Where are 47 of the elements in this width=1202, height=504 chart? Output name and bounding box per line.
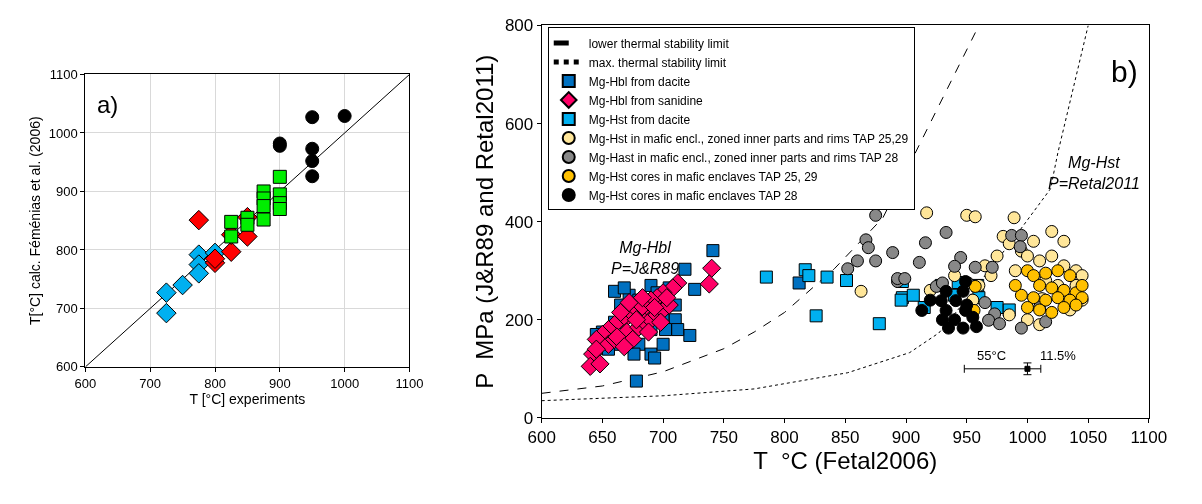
y-axis-title: P MPa (J&R89 and Retal2011) [470,54,498,389]
annotation: b) [1111,55,1138,88]
x-tick-label: 900 [891,428,921,448]
y-tick-label: 400 [504,212,534,232]
legend-label: Mg-Hbl from sanidine [588,93,704,108]
y-tick-label: 700 [56,300,78,316]
x-axis-title: T °C (Fetal2006) [753,447,938,475]
x-tick-label: 800 [204,375,226,391]
x-tick-label: 950 [952,428,981,448]
x-tick-label: 1100 [1130,428,1168,448]
legend-label: Mg-Hast in mafic encl., zoned inner parts and rims TAP 28 [588,150,899,165]
x-axis-title: T [°C] experiments [189,390,306,407]
x-tick-label: 600 [74,375,97,391]
legend-label: Mg-Hst from dacite [588,112,691,127]
y-tick-label: 1000 [48,125,78,141]
x-tick-label: 600 [527,428,556,448]
x-tick-label: 700 [648,428,678,448]
x-tick-label: 800 [770,428,799,448]
y-tick-label: 800 [504,16,534,36]
y-axis-title: T[°C] calc. Féménias et al. (2006) [27,116,44,326]
legend-label: Mg-Hst cores in mafic enclaves TAP 28 [588,188,798,203]
x-tick-label: 1000 [330,375,360,391]
y-tick-label: 600 [504,114,534,134]
annotation: Mg-Hst P=Retal2011 [1048,154,1140,192]
x-tick-label: 1000 [1008,428,1047,448]
y-tick-label: 800 [56,242,78,258]
x-tick-label: 850 [831,428,860,448]
y-tick-label: 200 [504,310,534,330]
legend-label: Mg-Hbl from dacite [588,74,691,89]
annotation: 55°C [977,348,1007,363]
x-tick-label: 1050 [1069,428,1108,448]
annotation: 11.5% [1040,348,1077,363]
legend-label: Mg-Hst in mafic encl., zoned inner parts and rims TAP 25,29 [588,131,909,146]
annotation: a) [97,91,119,118]
y-tick-label: 0 [523,408,534,428]
y-tick-label: 1100 [49,67,78,83]
x-tick-label: 650 [588,428,617,448]
x-tick-label: 1100 [395,375,424,391]
legend-label: lower thermal stability limit [588,36,730,51]
x-tick-label: 900 [268,375,291,391]
x-tick-label: 750 [709,428,739,448]
annotation: Mg-Hbl P=J&R89 [611,239,680,277]
y-tick-label: 600 [56,359,78,375]
x-tick-label: 700 [139,375,162,391]
y-tick-label: 900 [56,184,78,200]
legend-label: Mg-Hst cores in mafic enclaves TAP 25, 29 [588,169,818,184]
legend-label: max. thermal stability limit [588,55,727,70]
